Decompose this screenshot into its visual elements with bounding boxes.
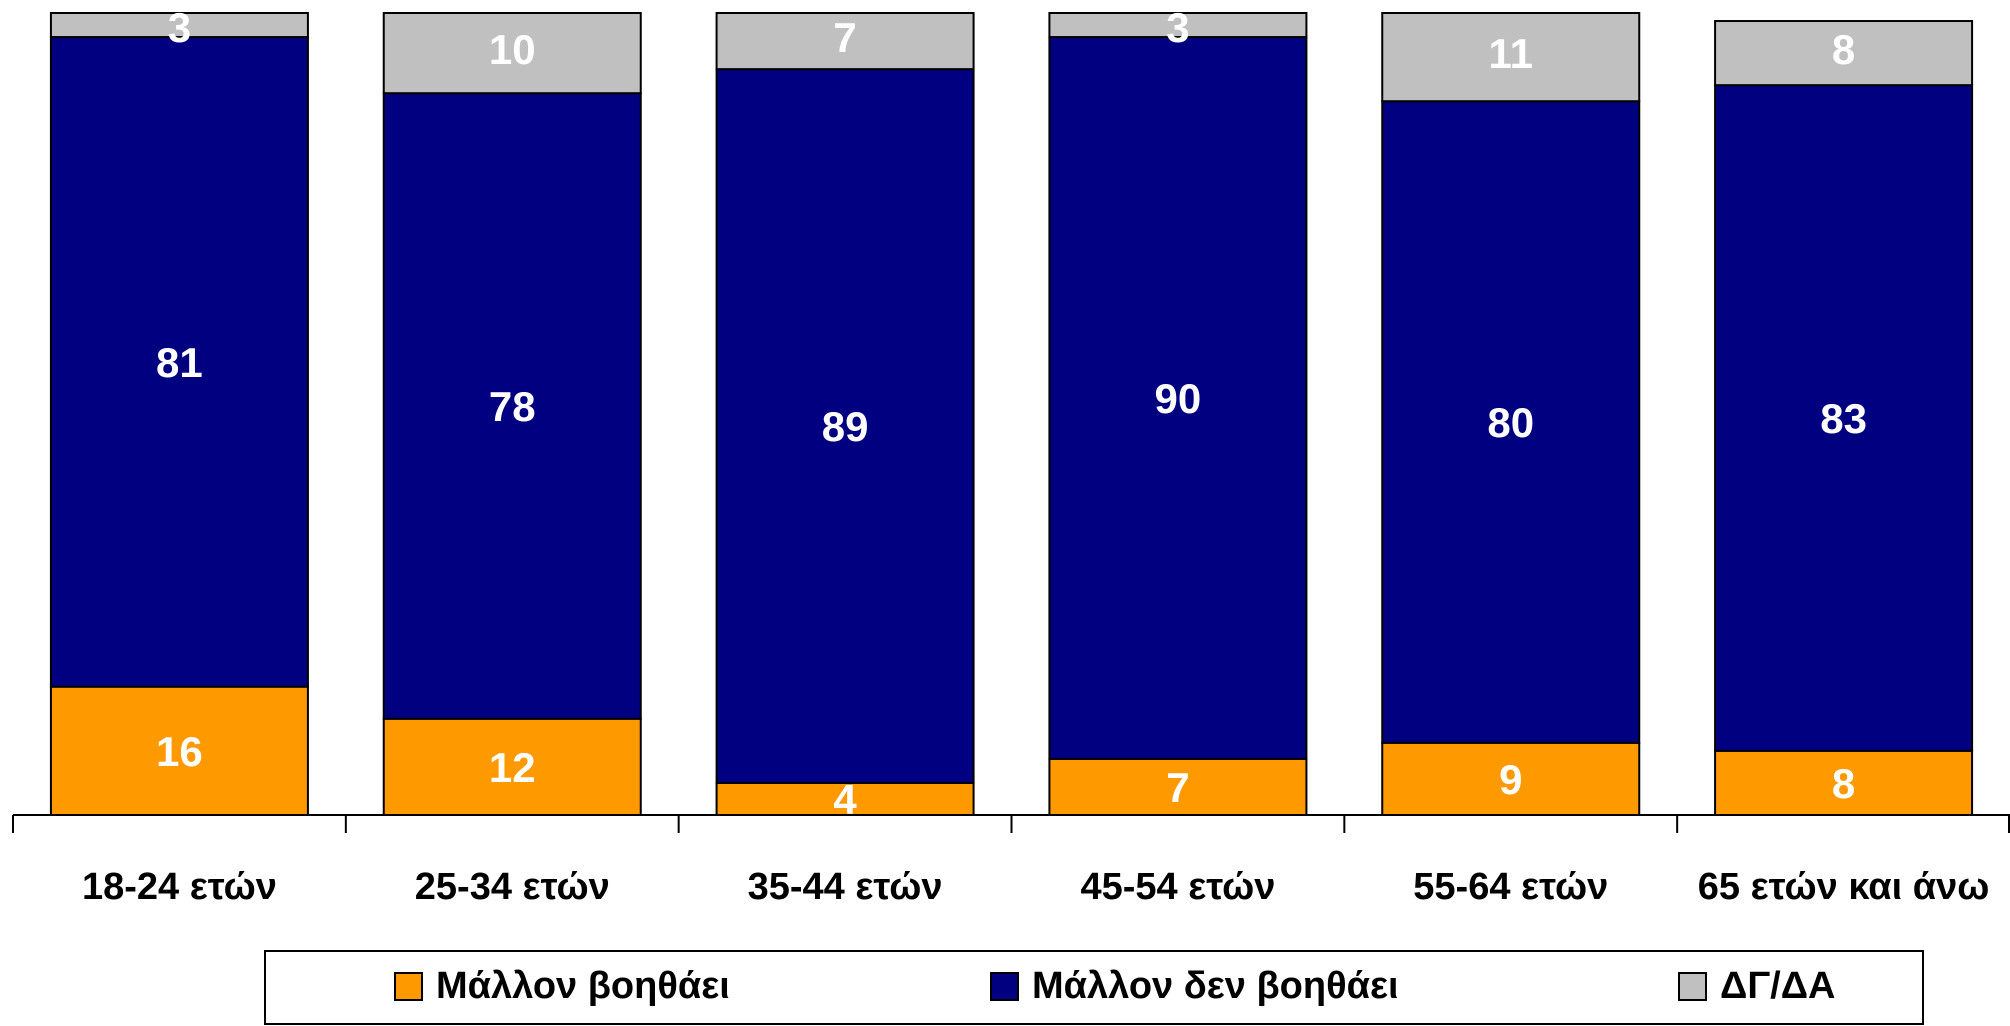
data-label: 12 — [489, 744, 536, 791]
data-label: 11 — [1489, 30, 1533, 77]
data-label: 80 — [1487, 399, 1534, 446]
legend-label: Μάλλον βοηθάει — [436, 965, 730, 1007]
data-label: 7 — [833, 14, 856, 61]
x-tick-label: 55-64 ετών — [1413, 866, 1608, 908]
data-label: 3 — [168, 4, 191, 51]
bar-segment — [715, 781, 975, 816]
x-tick-label: 35-44 ετών — [748, 866, 943, 908]
data-label: 9 — [1499, 756, 1522, 803]
legend-swatch — [394, 972, 423, 1001]
data-label: 78 — [489, 383, 536, 430]
x-tick-label: 65 ετών και άνω — [1698, 866, 1990, 908]
bar-segment — [1381, 100, 1641, 744]
data-label: 8 — [1832, 26, 1855, 73]
data-label: 3 — [1166, 4, 1189, 51]
bar-segment — [1714, 84, 1974, 752]
bar-segment — [1381, 741, 1641, 817]
data-label: 8 — [1832, 760, 1855, 807]
legend-label: Μάλλον δεν βοηθάει — [1032, 965, 1399, 1007]
legend-label: ΔΓ/ΔΑ — [1720, 965, 1835, 1007]
bar-segment — [1714, 749, 1974, 817]
bar-segment — [382, 12, 642, 95]
x-tick-label: 18-24 ετών — [82, 866, 277, 908]
data-label: 83 — [1820, 395, 1867, 442]
data-label: 7 — [1166, 764, 1189, 811]
bar-segment — [1381, 12, 1641, 103]
bar-segment — [715, 12, 975, 71]
bar-segment — [382, 92, 642, 720]
bar-segment — [1048, 12, 1308, 39]
legend-swatch — [1678, 972, 1707, 1001]
data-label: 90 — [1155, 375, 1202, 422]
data-label: 10 — [489, 26, 536, 73]
bar-segment — [1714, 20, 1974, 87]
data-label: 16 — [156, 728, 203, 775]
bar-segment — [1048, 36, 1308, 760]
legend-swatch — [990, 972, 1019, 1001]
bar-segment — [715, 68, 975, 784]
bar-segment — [49, 12, 309, 39]
legend-box — [264, 950, 1924, 1025]
bar-segment — [49, 685, 309, 816]
x-tick-label: 25-34 ετών — [415, 866, 610, 908]
x-tick-label: 45-54 ετών — [1080, 866, 1275, 908]
data-label: 81 — [156, 339, 203, 386]
data-label: 89 — [822, 403, 869, 450]
